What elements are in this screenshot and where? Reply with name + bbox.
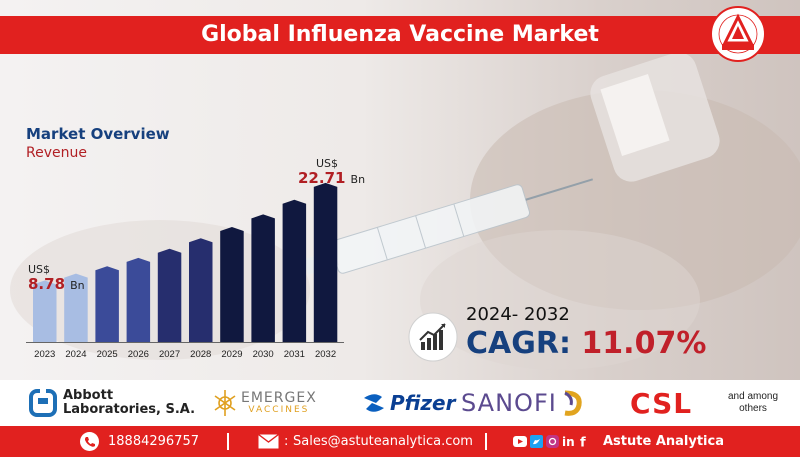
footer-divider (227, 433, 229, 450)
email-colon: : (284, 434, 289, 449)
cagr-figure: CAGR: 11.07% (466, 326, 706, 361)
others-note: and among others (728, 380, 778, 426)
emergex-tagline: VACCINES (248, 404, 310, 415)
forecast-period: 2024- 2032 (466, 304, 570, 325)
bar-2031 (282, 199, 307, 342)
x-tick-label: 2023 (34, 349, 55, 360)
cagr-separator: : (558, 326, 571, 361)
x-tick-label: 2029 (221, 349, 242, 360)
bar-2025 (95, 266, 119, 342)
page-title: Global Influenza Vaccine Market (201, 22, 599, 47)
end-value: 22.71 (298, 168, 346, 187)
others-line1: and among (728, 391, 779, 402)
pfizer-logo: Pfizer (360, 380, 455, 426)
growth-chart-icon (408, 312, 458, 362)
instagram-icon (546, 435, 559, 448)
bar-2027 (157, 248, 182, 342)
end-value-callout: US$ 22.71 Bn (298, 158, 365, 186)
cagr-value: 11.07% (581, 326, 707, 361)
x-tick-label: 2028 (190, 349, 211, 360)
sanofi-mark-icon (564, 390, 582, 416)
bar-2026 (126, 257, 151, 342)
start-unit: Bn (70, 278, 85, 292)
footer-brand: Astute Analytica (603, 434, 724, 449)
abbott-name-line1: Abbott (63, 387, 114, 403)
start-currency: US$ (28, 263, 51, 276)
footer-divider (485, 433, 487, 450)
end-unit: Bn (350, 172, 366, 186)
sanofi-logo: SANOFI (461, 380, 583, 426)
pfizer-mark-icon (364, 394, 384, 412)
x-tick-label: 2032 (315, 349, 336, 360)
facebook-icon: f (580, 436, 586, 450)
bar-2030 (251, 214, 275, 342)
bar-2029 (220, 227, 244, 342)
linkedin-icon: in (562, 435, 575, 449)
phone-icon (80, 432, 99, 451)
x-tick-label: 2024 (65, 349, 86, 360)
end-currency: US$ (316, 157, 339, 170)
twitter-icon (530, 435, 543, 448)
pfizer-name: Pfizer (390, 391, 456, 415)
bar-2024 (64, 273, 88, 342)
start-value: 8.78 (28, 274, 66, 293)
abbott-logo: Abbott Laboratories, S.A. (28, 380, 195, 426)
revenue-bar-chart: 2023 2024 2025 2026 2027 2028 2029 2030 2031 2032 (26, 182, 344, 360)
abbott-name-line2: Laboratories, S.A. (63, 402, 196, 417)
others-line2: others (739, 403, 767, 414)
header: Global Influenza Vaccine Market (0, 0, 800, 62)
svg-text:f: f (580, 436, 586, 450)
market-overview-title: Market Overview (26, 125, 170, 143)
email-icon (258, 434, 279, 449)
abbott-mark-icon (29, 388, 57, 417)
bar-2028 (189, 238, 213, 342)
bar-2023 (33, 280, 57, 342)
emergex-mark-icon (214, 390, 236, 416)
csl-logo: CSL (630, 380, 692, 426)
header-band (0, 16, 800, 54)
x-tick-label: 2025 (97, 349, 118, 360)
x-tick-label: 2026 (128, 349, 149, 360)
company-logos: Abbott Laboratories, S.A. EMERGEX VACCIN… (0, 380, 800, 426)
emergex-logo: EMERGEX VACCINES (212, 380, 317, 426)
youtube-icon (513, 436, 527, 447)
phone-number[interactable]: 18884296757 (108, 434, 199, 449)
x-tick-label: 2031 (284, 349, 305, 360)
social-icons: in f (513, 435, 586, 450)
astute-analytica-logo (710, 6, 766, 62)
emergex-name: EMERGEX (241, 389, 317, 406)
bar-2032 (313, 182, 338, 342)
email-address[interactable]: Sales@astuteanalytica.com (293, 434, 473, 449)
csl-name: CSL (630, 386, 693, 420)
revenue-subtitle: Revenue (26, 145, 87, 161)
x-tick-label: 2030 (253, 349, 274, 360)
svg-text:in: in (562, 435, 575, 449)
x-tick-label: 2027 (159, 349, 180, 360)
cagr-label: CAGR (466, 326, 559, 361)
start-value-callout: US$ 8.78 Bn (28, 264, 85, 292)
sanofi-name: SANOFI (461, 389, 557, 417)
footer: 18884296757 : Sales@astuteanalytica.com … (0, 426, 800, 457)
